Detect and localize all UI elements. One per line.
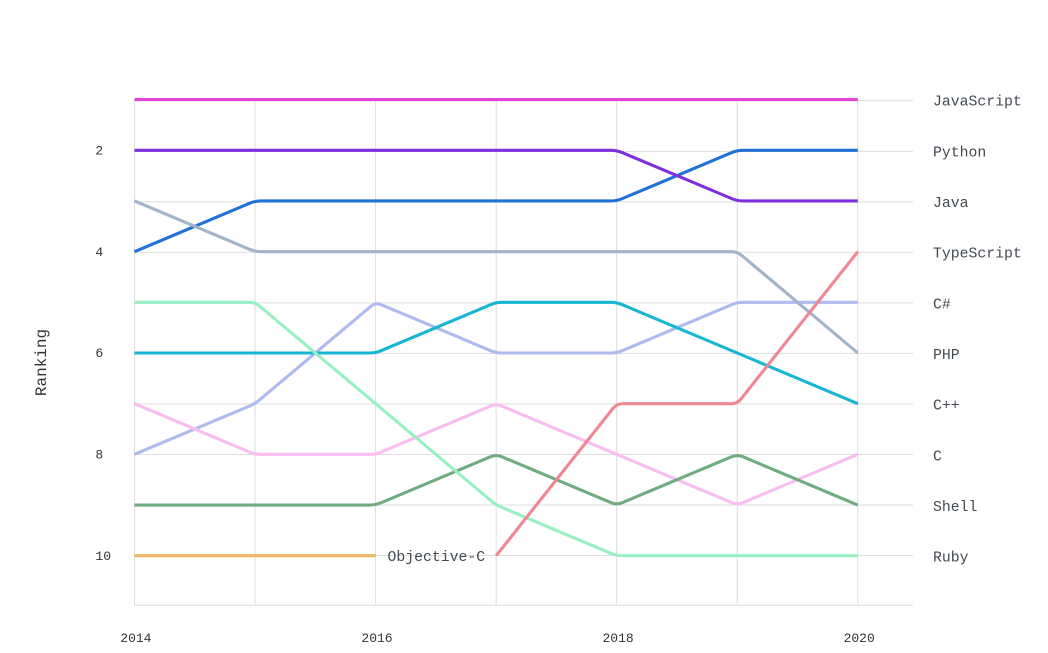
svg-text:2: 2 — [95, 144, 103, 159]
svg-text:Python: Python — [933, 145, 986, 161]
svg-text:Ranking: Ranking — [33, 329, 51, 396]
svg-text:2016: 2016 — [361, 631, 392, 646]
svg-text:C++: C++ — [933, 399, 960, 415]
svg-text:4: 4 — [95, 245, 103, 260]
svg-text:TypeScript: TypeScript — [933, 247, 1022, 263]
svg-text:Java: Java — [933, 196, 969, 212]
svg-text:JavaScript: JavaScript — [933, 95, 1022, 111]
svg-text:2020: 2020 — [844, 631, 875, 646]
svg-text:10: 10 — [95, 549, 111, 564]
svg-text:Shell: Shell — [933, 500, 978, 516]
svg-text:Objective-C: Objective-C — [388, 550, 486, 566]
svg-text:Ruby: Ruby — [933, 551, 969, 567]
svg-text:8: 8 — [95, 448, 103, 463]
svg-text:C: C — [933, 449, 942, 465]
svg-text:C#: C# — [933, 297, 951, 313]
svg-text:2014: 2014 — [120, 631, 151, 646]
svg-text:PHP: PHP — [933, 348, 960, 364]
svg-text:6: 6 — [95, 346, 103, 361]
svg-text:2018: 2018 — [602, 631, 633, 646]
